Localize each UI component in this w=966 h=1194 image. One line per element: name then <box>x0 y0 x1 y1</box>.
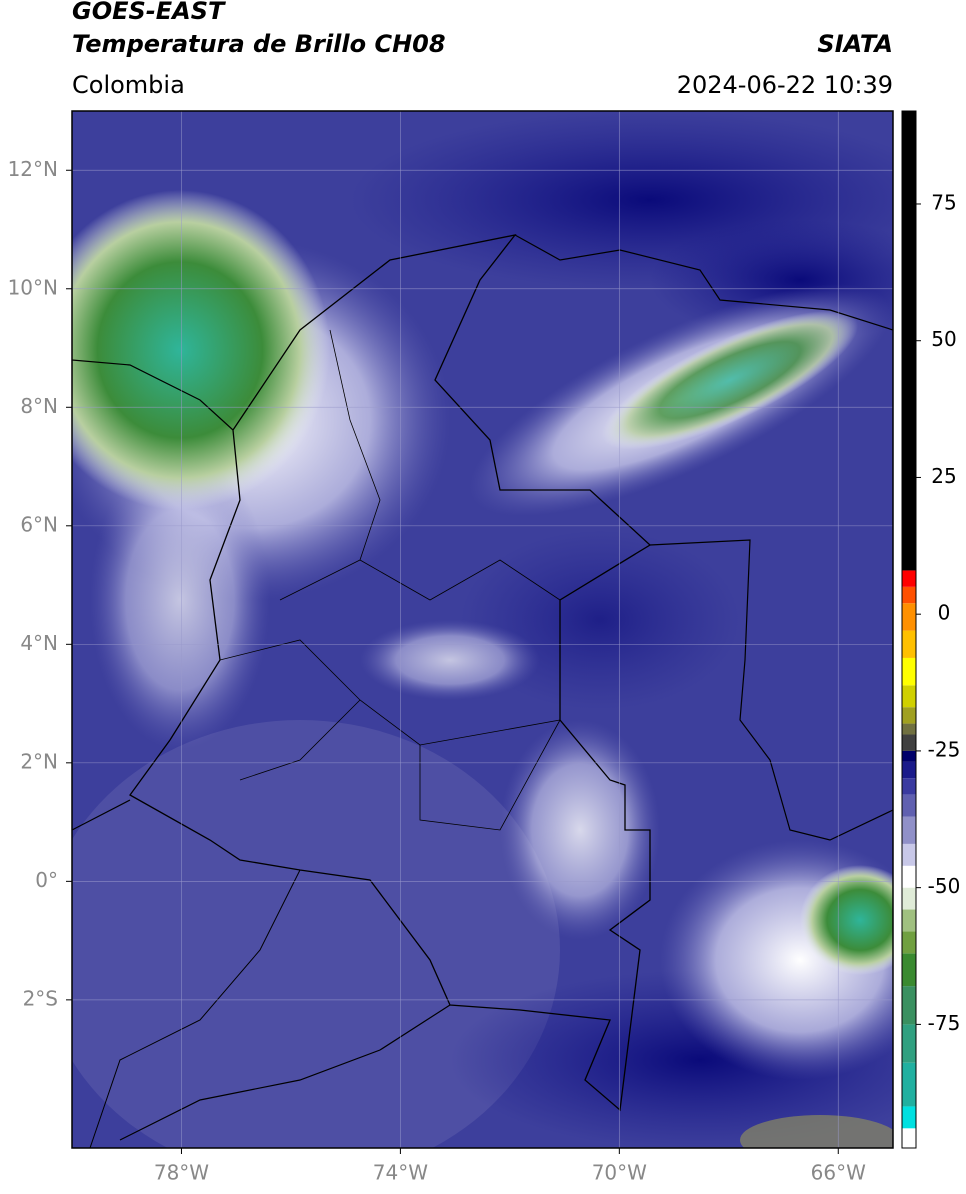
satellite-image <box>72 111 893 1148</box>
colorbar-segment <box>902 1062 916 1107</box>
colorbar-segment <box>902 723 916 735</box>
x-tick-label: 78°W <box>154 1161 209 1185</box>
x-tick-label: 66°W <box>811 1161 866 1185</box>
colorbar-tick-label: 0 <box>938 601 951 625</box>
x-tick-label: 74°W <box>373 1161 428 1185</box>
colorbar-tick-label: -75 <box>928 1011 961 1035</box>
y-tick-label: 0° <box>35 868 58 892</box>
colorbar-segment <box>902 1106 916 1129</box>
colorbar-segment <box>902 953 916 987</box>
colorbar-segment <box>902 707 916 724</box>
colorbar-segment <box>902 931 916 954</box>
region: Colombia <box>72 71 185 99</box>
colorbar-segment <box>902 1128 916 1148</box>
title-line1: GOES-EAST <box>72 0 226 25</box>
colorbar-segment <box>902 761 916 779</box>
map-frame <box>71 110 894 1149</box>
colorbar-segment <box>902 843 916 866</box>
y-tick-label: 6°N <box>20 512 58 536</box>
y-tick-label: 12°N <box>8 157 58 181</box>
colorbar-tick-label: 75 <box>931 190 956 214</box>
y-tick-label: 4°N <box>20 631 58 655</box>
x-tick-label: 70°W <box>592 1161 647 1185</box>
colorbar-segment <box>902 794 916 817</box>
grid <box>72 111 893 1148</box>
colorbar-tick-label: 25 <box>931 464 956 488</box>
colorbar-segment <box>902 603 916 631</box>
colorbar-segment <box>902 750 916 762</box>
timestamp: 2024-06-22 10:39 <box>677 71 893 99</box>
colorbar-tick-label: -50 <box>928 874 961 898</box>
colorbar-segment <box>902 657 916 686</box>
y-tick-label: 2°S <box>23 986 58 1010</box>
colorbar-segment <box>902 778 916 795</box>
colorbar-segment <box>902 685 916 708</box>
title-line2: Temperatura de Brillo CH08 <box>72 30 446 58</box>
colorbar-tick-label: 50 <box>931 327 956 351</box>
colorbar-segment <box>902 734 916 751</box>
colorbar-segment <box>902 865 916 888</box>
colorbar-segment <box>902 570 916 587</box>
y-tick-label: 10°N <box>8 275 58 299</box>
colorbar-segment <box>902 816 916 844</box>
colorbar-segment <box>902 909 916 932</box>
colorbar-frame <box>901 110 917 1149</box>
colorbar-segment <box>902 887 916 910</box>
y-tick-label: 2°N <box>20 749 58 773</box>
source: SIATA <box>817 30 893 58</box>
colorbar-segment <box>902 986 916 1025</box>
colorbar-segment <box>902 586 916 604</box>
colorbar-segment <box>902 1024 916 1063</box>
colorbar-segment <box>902 111 916 571</box>
colorbar-tick-label: -25 <box>928 737 961 761</box>
colorbar-segment <box>902 630 916 658</box>
y-tick-label: 8°N <box>20 394 58 418</box>
